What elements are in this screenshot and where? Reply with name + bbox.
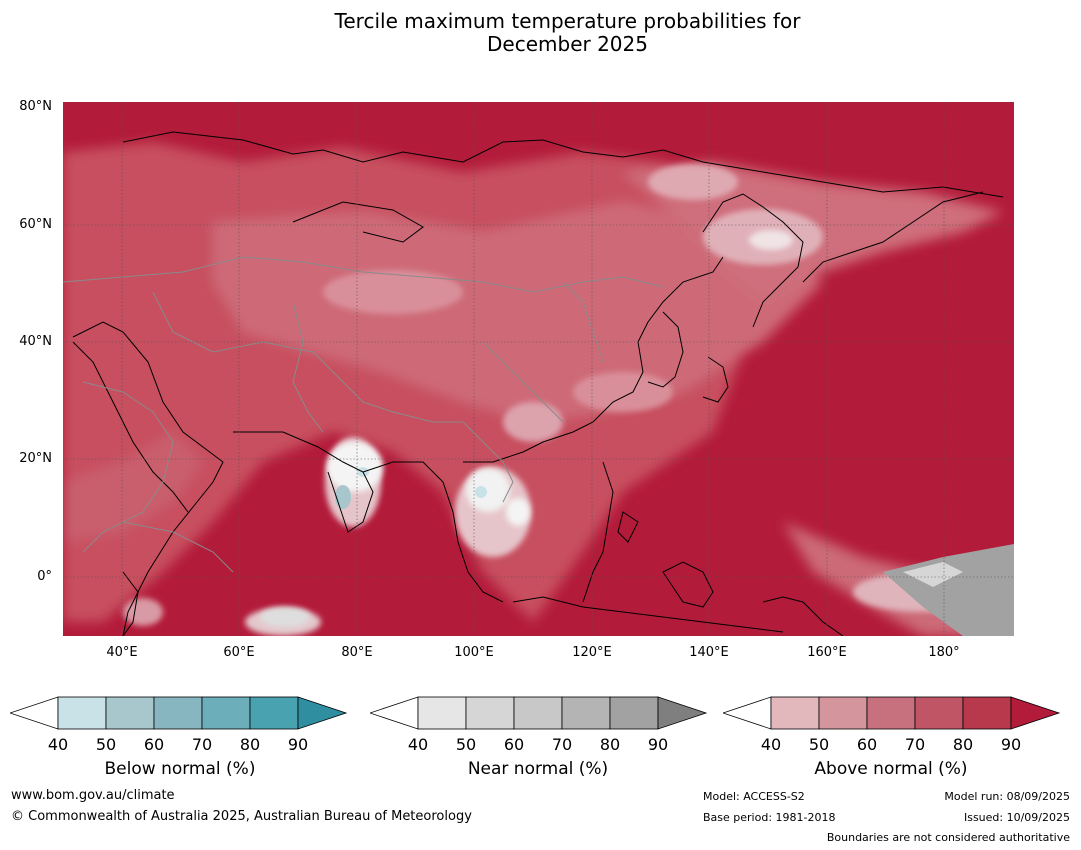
tick-label: 60 <box>503 735 525 754</box>
probability-map <box>63 102 1014 636</box>
model-text: Model: ACCESS-S2 <box>703 790 805 803</box>
cbar-near-seg-6 <box>657 696 708 730</box>
below-normal-patch <box>475 486 487 498</box>
colorbar-below-ticks: 40 50 60 70 80 90 <box>43 735 323 754</box>
lon-label-80e: 80°E <box>341 645 373 660</box>
cbar-near-seg-2 <box>465 696 515 730</box>
tick-label: 90 <box>647 735 669 754</box>
lon-label-60e: 60°E <box>223 645 255 660</box>
lon-label-140e: 140°E <box>689 645 729 660</box>
tick-label: 60 <box>856 735 878 754</box>
graticule <box>63 102 1014 636</box>
tick-label: 40 <box>760 735 782 754</box>
model-run-text: Model run: 08/09/2025 <box>944 790 1070 803</box>
cbar-above-seg-5 <box>962 696 1012 730</box>
probability-fields <box>63 142 1014 636</box>
title-line-1: Tercile maximum temperature probabilitie… <box>334 9 801 33</box>
tick-label: 70 <box>551 735 573 754</box>
cbar-near-seg-1 <box>417 696 467 730</box>
colorbar-near-ticks: 40 50 60 70 80 90 <box>403 735 683 754</box>
map-svg <box>63 102 1014 636</box>
disclaimer-text: Boundaries are not considered authoritat… <box>826 831 1070 844</box>
tick-label: 40 <box>47 735 69 754</box>
tick-label: 90 <box>287 735 309 754</box>
lon-label-180: 180° <box>928 645 960 660</box>
cbar-below-seg-4 <box>201 696 251 730</box>
tick-label: 70 <box>904 735 926 754</box>
tick-label: 90 <box>1000 735 1022 754</box>
lon-label-120e: 120°E <box>572 645 612 660</box>
cbar-above-seg-0 <box>723 696 772 730</box>
tick-label: 60 <box>143 735 165 754</box>
colorbar-above-normal <box>723 696 1061 732</box>
lon-label-40e: 40°E <box>106 645 138 660</box>
tick-label: 70 <box>191 735 213 754</box>
country-boundaries <box>63 256 664 573</box>
lat-label-60n: 60°N <box>19 217 52 232</box>
base-period-text: Base period: 1981-2018 <box>703 811 836 824</box>
lat-label-80n: 80°N <box>19 99 52 114</box>
cbar-above-seg-2 <box>818 696 868 730</box>
copyright-text: © Commonwealth of Australia 2025, Austra… <box>11 809 472 824</box>
tick-label: 80 <box>952 735 974 754</box>
website-link[interactable]: www.bom.gov.au/climate <box>11 788 175 803</box>
colorbar-near-normal <box>370 696 708 732</box>
cbar-near-seg-4 <box>561 696 611 730</box>
tick-label: 40 <box>407 735 429 754</box>
cbar-above-seg-6 <box>1010 696 1061 730</box>
chart-title: Tercile maximum temperature probabilitie… <box>0 10 1081 56</box>
colorbar-near-title: Near normal (%) <box>467 759 609 779</box>
title-line-2: December 2025 <box>487 32 648 56</box>
white-fields <box>260 230 793 627</box>
cbar-above-seg-3 <box>866 696 916 730</box>
lat-label-0: 0° <box>37 569 52 584</box>
tick-label: 50 <box>808 735 830 754</box>
tick-label: 50 <box>455 735 477 754</box>
cbar-below-seg-3 <box>153 696 203 730</box>
cbar-below-seg-1 <box>57 696 107 730</box>
cbar-near-seg-5 <box>609 696 659 730</box>
colorbar-below-normal <box>10 696 348 732</box>
cbar-above-seg-1 <box>770 696 820 730</box>
colorbar-above-title: Above normal (%) <box>814 759 968 779</box>
cbar-above-seg-4 <box>914 696 964 730</box>
tick-label: 80 <box>239 735 261 754</box>
colorbar-above-ticks: 40 50 60 70 80 90 <box>756 735 1036 754</box>
colorbar-below-title: Below normal (%) <box>104 759 256 779</box>
near-normal-area <box>903 562 963 587</box>
lat-label-20n: 20°N <box>19 451 52 466</box>
cbar-below-seg-6 <box>297 696 348 730</box>
near-normal-area <box>883 544 1014 636</box>
cbar-below-seg-0 <box>10 696 59 730</box>
lon-label-100e: 100°E <box>454 645 494 660</box>
cbar-below-seg-2 <box>105 696 155 730</box>
lat-label-40n: 40°N <box>19 334 52 349</box>
tick-label: 50 <box>95 735 117 754</box>
below-normal-patch <box>335 485 351 509</box>
cbar-near-seg-0 <box>370 696 419 730</box>
cbar-near-seg-3 <box>513 696 563 730</box>
tick-label: 80 <box>599 735 621 754</box>
issued-text: Issued: 10/09/2025 <box>963 811 1070 824</box>
cbar-below-seg-5 <box>249 696 299 730</box>
lon-label-160e: 160°E <box>807 645 847 660</box>
coastlines <box>72 131 1004 636</box>
